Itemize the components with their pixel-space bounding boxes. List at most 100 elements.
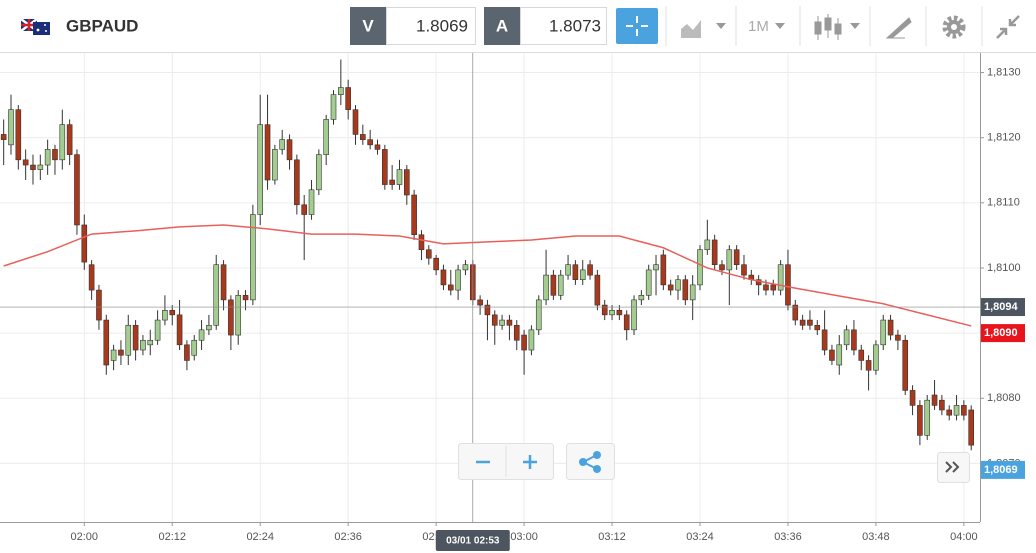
candle-body [572, 264, 579, 280]
candle-body [418, 234, 425, 251]
candle-body [535, 299, 542, 331]
candle-body [352, 109, 359, 135]
candle-body [367, 139, 373, 146]
candle-body [220, 264, 227, 301]
x-tick-label: 03:12 [598, 531, 626, 543]
candle-body [308, 189, 315, 215]
candle-body [447, 284, 454, 291]
candle-body [623, 314, 630, 331]
candle-body [59, 124, 66, 161]
ma-price-label: 1,8090 [984, 327, 1018, 339]
candle-body [411, 194, 417, 236]
candle-body [110, 349, 117, 361]
x-tick-label: 03:24 [686, 531, 714, 543]
candle-body [785, 264, 791, 306]
candle-body [946, 409, 953, 416]
candle-body [968, 409, 975, 446]
candle-body [242, 295, 249, 301]
candle-body [103, 319, 110, 366]
candle-body [711, 239, 718, 266]
candle-body [616, 309, 623, 316]
last-price-label: 1,8069 [984, 464, 1018, 476]
candle-body [638, 295, 645, 301]
candle-body [961, 405, 967, 416]
candle-body [550, 274, 557, 296]
candle-body [140, 339, 146, 351]
timeframe-arrow[interactable] [775, 23, 785, 29]
candle-body [873, 344, 879, 371]
candle-body [374, 144, 381, 150]
candle-body [184, 344, 190, 361]
y-tick-label: 1,8100 [987, 262, 1021, 274]
bid-label[interactable]: V [362, 16, 374, 35]
candle-body [557, 274, 564, 296]
scroll-end-button[interactable] [937, 452, 970, 483]
candle-body [741, 264, 747, 276]
crosshair-x-label: 03/01 02:53 [446, 536, 500, 547]
candle-body [579, 269, 586, 280]
candle-body [66, 124, 73, 155]
candle-body [330, 94, 337, 120]
bid-box[interactable] [386, 7, 476, 45]
candle-body [682, 279, 689, 301]
candle-body [880, 319, 887, 346]
candle-body [843, 329, 850, 346]
x-tick-label: 02:24 [246, 531, 274, 543]
ask-box[interactable] [520, 7, 607, 45]
candle-body [689, 284, 696, 301]
candle-body [169, 309, 176, 316]
x-tick-label: 03:00 [510, 531, 538, 543]
candle-body [675, 279, 681, 291]
draw-button[interactable] [885, 17, 912, 39]
candle-body [125, 324, 132, 356]
candle-body [272, 149, 278, 181]
x-tick-label: 02:36 [334, 531, 362, 543]
share-icon[interactable] [579, 451, 601, 473]
candle-body [15, 109, 22, 161]
candle-body [338, 87, 344, 95]
candle-body [777, 264, 784, 291]
scroll-end-icon[interactable] [945, 461, 960, 473]
y-tick-label: 1,8130 [987, 66, 1021, 78]
crosshair-button[interactable] [616, 8, 658, 44]
candle-body [477, 299, 483, 306]
candle-body [22, 159, 29, 166]
candle-body [565, 264, 571, 276]
crosshair-x-label-bg [435, 530, 510, 551]
last-price-label-bg [981, 460, 1025, 479]
y-tick-label: 1,8080 [987, 392, 1021, 404]
candle-body [697, 249, 703, 286]
candle-body [8, 109, 14, 146]
candle-body [279, 139, 285, 150]
share-button[interactable] [566, 443, 615, 480]
candle-body [147, 339, 154, 346]
flag-icon [20, 18, 50, 35]
candle-body [726, 249, 733, 271]
candle-body [506, 319, 513, 326]
bid-label-box[interactable] [350, 7, 386, 45]
crosshair-y-label-bg [981, 298, 1025, 317]
candle-body [902, 339, 909, 391]
ask-label-box[interactable] [484, 7, 520, 45]
candle-body [645, 269, 652, 296]
candle-body [206, 324, 212, 331]
ask-label[interactable]: A [496, 16, 508, 35]
ask-price[interactable]: 1.8073 [549, 16, 601, 35]
candle-body [770, 284, 777, 291]
timeframe[interactable]: 1M [748, 18, 769, 35]
candle-style-button[interactable] [814, 14, 860, 40]
candle-body [851, 329, 857, 351]
settings-button[interactable] [942, 15, 966, 39]
zoom-in[interactable] [523, 455, 537, 469]
toolbar: GBPAUD V 1.8069 A 1.8073 1M [0, 0, 1036, 53]
candle-body [44, 149, 51, 166]
chart-type-button[interactable] [681, 20, 726, 38]
candle-body [660, 254, 667, 286]
bid-price[interactable]: 1.8069 [416, 16, 468, 35]
candle-body [594, 274, 601, 306]
compress-button[interactable] [996, 15, 1020, 39]
candle-body [81, 224, 88, 263]
candle-body [462, 264, 469, 271]
